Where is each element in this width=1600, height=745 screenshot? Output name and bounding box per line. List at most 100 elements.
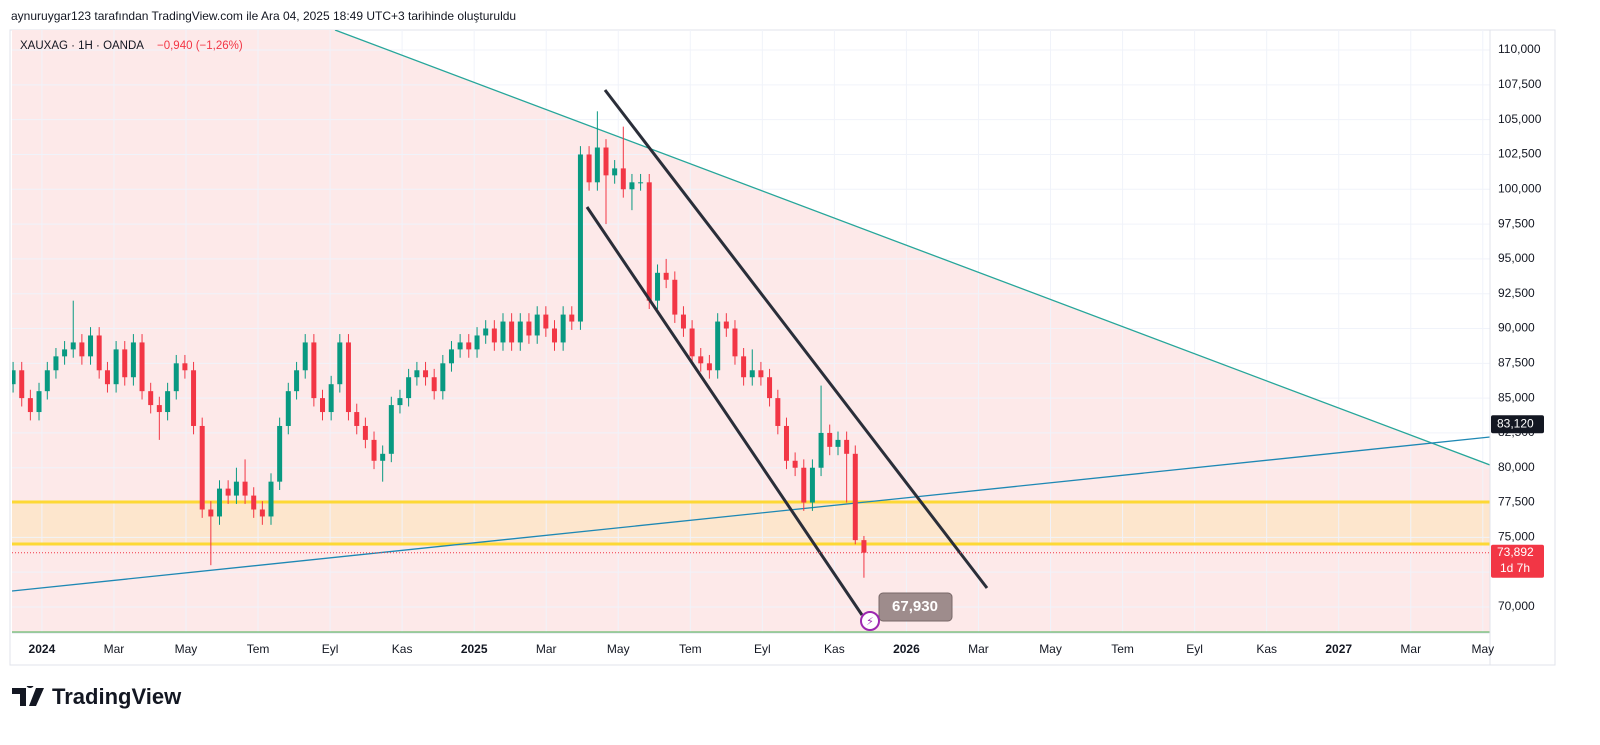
x-tick-label: Kas bbox=[392, 642, 413, 656]
symbol: XAUXAG · 1H · OANDA bbox=[20, 40, 144, 52]
candle-body bbox=[474, 335, 480, 350]
y-tick-label: 87,500 bbox=[1498, 355, 1535, 369]
y-tick-label: 105,000 bbox=[1498, 112, 1542, 126]
candle-body bbox=[53, 356, 59, 371]
candle-body bbox=[268, 481, 274, 517]
x-tick-label: Tem bbox=[247, 642, 270, 656]
candle-body bbox=[70, 342, 76, 350]
candle-body bbox=[500, 321, 506, 343]
candle-body bbox=[311, 342, 317, 399]
candle-body bbox=[466, 342, 472, 350]
low-label: 67,930 bbox=[892, 598, 938, 615]
candle-body bbox=[173, 363, 179, 392]
candle-body bbox=[156, 405, 162, 413]
candle-body bbox=[603, 147, 609, 176]
candle-body bbox=[560, 314, 566, 343]
candle-body bbox=[783, 425, 789, 461]
candle-body bbox=[517, 321, 523, 343]
y-tick-label: 100,000 bbox=[1498, 181, 1542, 195]
candle-body bbox=[792, 460, 798, 468]
candle-body bbox=[672, 279, 678, 315]
candle-body bbox=[818, 432, 824, 468]
x-tick-label: May bbox=[1471, 642, 1494, 656]
candle-body bbox=[233, 481, 239, 496]
pink-zone bbox=[12, 30, 1490, 633]
candle-body bbox=[431, 377, 437, 392]
candle-body bbox=[767, 377, 773, 399]
candle-body bbox=[483, 328, 489, 336]
y-tick-label: 75,000 bbox=[1498, 530, 1535, 544]
candle-body bbox=[96, 335, 102, 371]
candle-body bbox=[406, 377, 412, 399]
y-tick-label: 85,000 bbox=[1498, 390, 1535, 404]
x-tick-label: Tem bbox=[679, 642, 702, 656]
candle-body bbox=[259, 509, 265, 517]
candle-body bbox=[543, 314, 549, 329]
candle-body bbox=[629, 182, 635, 190]
x-tick-label: May bbox=[175, 642, 198, 656]
candle-body bbox=[104, 370, 110, 385]
candle-body bbox=[139, 342, 145, 392]
candle-body bbox=[569, 314, 575, 322]
y-tick-label: 80,000 bbox=[1498, 460, 1535, 474]
candle-body bbox=[852, 453, 858, 541]
candle-body bbox=[457, 342, 463, 350]
candle-body bbox=[337, 342, 343, 385]
candle-body bbox=[88, 335, 94, 357]
y-tick-label: 90,000 bbox=[1498, 321, 1535, 335]
upper-trendline bbox=[334, 30, 1490, 466]
x-tick-label: Tem bbox=[1111, 642, 1134, 656]
candle-body bbox=[706, 363, 712, 371]
candle-body bbox=[732, 328, 738, 357]
candle-body bbox=[526, 321, 532, 336]
candle-body bbox=[663, 272, 669, 280]
y-tick-label: 70,000 bbox=[1498, 599, 1535, 613]
candle-body bbox=[646, 182, 652, 301]
channel-upper bbox=[603, 89, 989, 589]
event-marker[interactable] bbox=[860, 611, 880, 631]
candle-body bbox=[715, 321, 721, 371]
candle-body bbox=[36, 391, 42, 413]
candle-body bbox=[371, 439, 377, 461]
candle-body bbox=[612, 168, 618, 176]
candle-body bbox=[741, 356, 747, 378]
x-tick-label: Eyl bbox=[1186, 642, 1203, 656]
x-tick-label: Mar bbox=[968, 642, 989, 656]
candle-body bbox=[861, 540, 867, 553]
candle-body bbox=[27, 398, 33, 413]
candle-body bbox=[216, 488, 222, 517]
candle-body bbox=[44, 370, 50, 392]
x-tick-label: 2027 bbox=[1325, 642, 1352, 656]
chart: XAUXAG · 1H · OANDA −0,940 (−1,26%) 70,0… bbox=[9, 29, 1556, 666]
y-tick-label: 102,500 bbox=[1498, 147, 1542, 161]
candle-body bbox=[242, 481, 248, 496]
x-tick-label: Mar bbox=[536, 642, 557, 656]
candle-body bbox=[577, 154, 583, 322]
caption: aynuruygar123 tarafından TradingView.com… bbox=[11, 9, 517, 23]
x-tick-label: 2025 bbox=[461, 642, 488, 656]
candle-body bbox=[448, 349, 454, 364]
candle-body bbox=[698, 356, 704, 364]
candle-body bbox=[79, 342, 85, 357]
x-tick-label: 2026 bbox=[893, 642, 920, 656]
logo-text: TradingView bbox=[52, 684, 182, 709]
candle-body bbox=[835, 439, 841, 447]
candle-body bbox=[113, 349, 119, 385]
candle-body bbox=[397, 398, 403, 406]
level-label: 83,120 bbox=[1497, 416, 1534, 430]
candle-body bbox=[302, 342, 308, 371]
candle-body bbox=[354, 412, 360, 426]
x-tick-label: 2024 bbox=[29, 642, 56, 656]
countdown: 1d 7h bbox=[1500, 561, 1530, 575]
candle-body bbox=[423, 370, 429, 378]
candle-body bbox=[130, 342, 136, 378]
candle-body bbox=[620, 168, 626, 190]
candle-body bbox=[749, 370, 755, 378]
candle-body bbox=[62, 349, 68, 357]
candle-body bbox=[19, 370, 25, 399]
last-price-label: 73,892 bbox=[1497, 545, 1534, 559]
y-tick-label: 107,500 bbox=[1498, 77, 1542, 91]
candle-body bbox=[328, 384, 334, 413]
candle-body bbox=[182, 363, 188, 371]
candle-body bbox=[827, 432, 833, 447]
